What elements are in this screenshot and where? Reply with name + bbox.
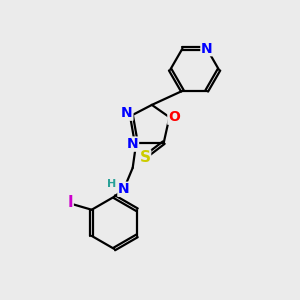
Text: H: H: [107, 179, 116, 189]
Text: S: S: [140, 150, 151, 165]
Text: N: N: [127, 137, 139, 151]
Text: O: O: [168, 110, 180, 124]
Text: N: N: [121, 106, 133, 120]
Text: I: I: [68, 195, 73, 210]
Text: N: N: [118, 182, 130, 196]
Text: N: N: [201, 42, 213, 56]
